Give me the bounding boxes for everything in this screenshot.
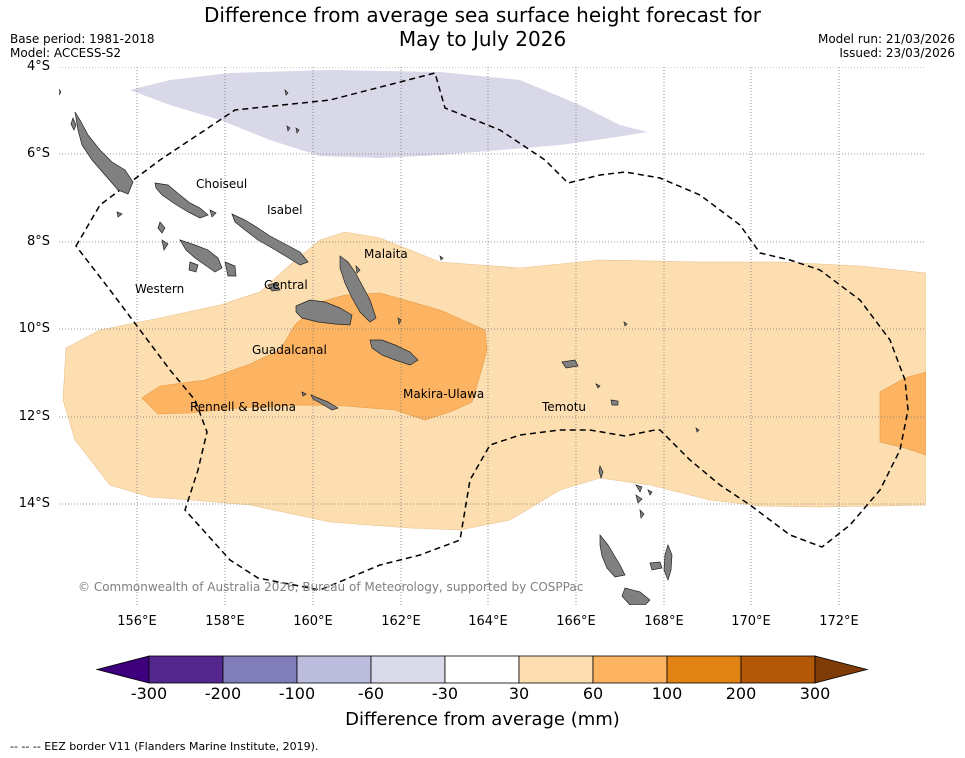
place-label-choiseul: Choiseul [196, 177, 248, 191]
islands [59, 88, 700, 605]
island-makira [369, 339, 419, 366]
island-isabel [231, 213, 309, 266]
colorbar-label-60: 60 [582, 684, 604, 703]
metadata-right: Model run: 21/03/2026 Issued: 23/03/2026 [818, 32, 955, 60]
colorbar-title: Difference from average (mm) [345, 709, 620, 730]
island-central [267, 282, 281, 292]
lat-label-4s: 4°S [26, 59, 50, 74]
place-label-makira-ulawa: Makira-Ulawa [403, 387, 485, 401]
place-label-guadalcanal: Guadalcanal [252, 343, 327, 357]
colorbar-label-m200: -200 [204, 684, 242, 703]
title-line-1: Difference from average sea surface heig… [203, 3, 762, 27]
eez-legend: -- -- -- EEZ border V11 (Flanders Marine… [10, 740, 319, 753]
island-guadalcanal [295, 299, 353, 326]
lat-label-10s: 10°S [18, 321, 50, 336]
island-bougainville [74, 111, 134, 195]
colorbar-label-m100: -100 [278, 684, 316, 703]
model-name: Model: ACCESS-S2 [10, 46, 122, 60]
lat-label-8s: 8°S [26, 234, 50, 249]
island-malaita [339, 255, 377, 323]
island-new-georgia [179, 239, 223, 273]
lon-label-168e: 168°E [644, 614, 684, 629]
issued-date: Issued: 23/03/2026 [839, 46, 955, 60]
base-period: Base period: 1981-2018 [10, 32, 155, 46]
model-run: Model run: 21/03/2026 [817, 32, 955, 46]
lon-label-162e: 162°E [381, 614, 421, 629]
colorbar-label-300: 300 [799, 684, 831, 703]
place-label-temotu: Temotu [542, 400, 587, 414]
colorbar-label-m30: -30 [431, 684, 459, 703]
lon-label-164e: 164°E [468, 614, 508, 629]
place-label-malaita: Malaita [364, 247, 408, 261]
copyright-credit: © Commonwealth of Australia 2026, Bureau… [78, 580, 584, 594]
title-line-2: May to July 2026 [398, 27, 567, 51]
lon-label-160e: 160°E [293, 614, 333, 629]
island-espiritu-santo [599, 534, 626, 578]
place-label-rennell-bellona: Rennell & Bellona [190, 400, 297, 414]
lat-label-14s: 14°S [18, 496, 50, 511]
negative-anomaly-region [130, 70, 648, 158]
lon-label-170e: 170°E [731, 614, 771, 629]
eez-border [75, 72, 909, 591]
place-label-western: Western [135, 282, 185, 296]
lat-label-6s: 6°S [26, 146, 50, 161]
lon-label-172e: 172°E [819, 614, 859, 629]
colorbar-label-30: 30 [508, 684, 530, 703]
island-choiseul [154, 182, 209, 219]
graticule [59, 67, 926, 605]
lat-label-12s: 12°S [18, 409, 50, 424]
island-rennell [310, 394, 339, 411]
place-label-isabel: Isabel [267, 203, 303, 217]
chart-title: Difference from average sea surface heig… [0, 3, 965, 51]
colorbar-label-200: 200 [725, 684, 757, 703]
colorbar-label-m60: -60 [357, 684, 385, 703]
lon-label-166e: 166°E [556, 614, 596, 629]
colorbar-label-100: 100 [651, 684, 683, 703]
lon-label-156e: 156°E [117, 614, 157, 629]
lon-label-158e: 158°E [205, 614, 245, 629]
place-label-central: Central [264, 278, 308, 292]
metadata-left: Base period: 1981-2018 Model: ACCESS-S2 [10, 32, 155, 60]
colorbar-label-m300: -300 [130, 684, 168, 703]
anomaly-region-30-60 [62, 231, 926, 531]
